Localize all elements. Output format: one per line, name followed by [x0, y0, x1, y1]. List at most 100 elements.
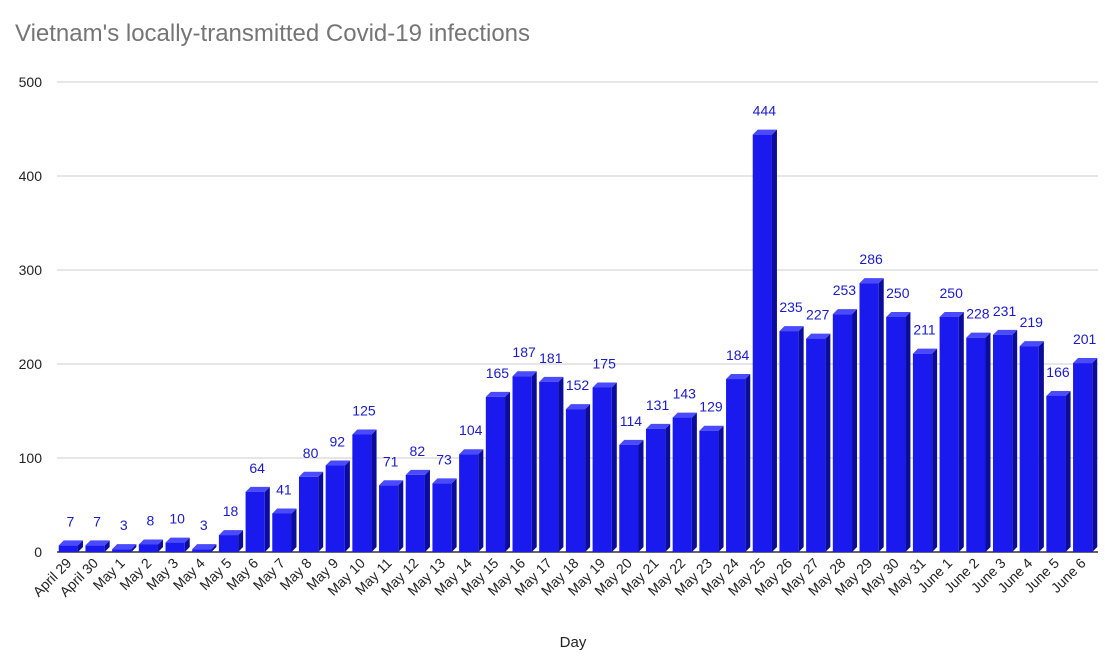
data-label: 444 — [753, 103, 777, 119]
data-label: 129 — [699, 399, 723, 415]
data-label: 187 — [512, 344, 536, 360]
data-label: 8 — [147, 512, 155, 528]
bar-front — [645, 428, 666, 552]
bar-top — [245, 486, 270, 492]
bar — [325, 460, 350, 552]
bar-top — [832, 309, 858, 315]
bar — [539, 376, 564, 552]
bar-front — [165, 542, 185, 552]
bar-front — [245, 491, 265, 552]
bar-side — [825, 333, 831, 552]
data-label: 114 — [620, 413, 643, 429]
data-label: 219 — [1020, 314, 1044, 330]
bar-side — [291, 508, 297, 552]
bar-top — [405, 469, 430, 475]
bar-top — [699, 425, 724, 431]
bar — [459, 449, 484, 552]
bar-top — [218, 530, 244, 536]
data-label: 73 — [436, 451, 452, 467]
bar-side — [318, 471, 324, 552]
bar — [806, 333, 831, 552]
bar — [726, 374, 751, 552]
bar-front — [218, 535, 239, 552]
data-label: 92 — [329, 434, 345, 450]
bar-top — [432, 478, 457, 484]
bar — [298, 471, 324, 552]
data-label: 82 — [410, 443, 426, 459]
bar-front — [298, 476, 319, 552]
bar — [832, 309, 858, 552]
bar-top — [779, 326, 804, 332]
bar-side — [264, 486, 270, 552]
bar — [165, 537, 190, 552]
y-tick-label: 100 — [19, 450, 43, 466]
bar-side — [852, 309, 858, 552]
bar-top — [1073, 358, 1098, 364]
bar-side — [424, 469, 430, 552]
bar-top — [379, 480, 404, 486]
bar — [966, 332, 991, 552]
data-label: 231 — [993, 303, 1017, 319]
bar-top — [192, 544, 217, 550]
bar-front — [699, 430, 719, 552]
bar-front — [966, 337, 986, 552]
bar-top — [859, 278, 884, 284]
bar — [432, 478, 457, 552]
data-label: 286 — [859, 251, 883, 267]
bar-front — [726, 379, 746, 552]
bar-front — [992, 334, 1013, 552]
y-tick-label: 500 — [19, 74, 43, 90]
bar-side — [1092, 358, 1098, 552]
y-tick-label: 0 — [34, 544, 42, 560]
bar-front — [485, 396, 506, 552]
bar-top — [645, 423, 671, 429]
bar — [85, 540, 110, 552]
bar-side — [158, 539, 164, 552]
data-label: 227 — [806, 307, 830, 323]
bar-top — [272, 508, 297, 514]
bar-front — [1073, 363, 1093, 552]
bar-front — [565, 409, 586, 552]
bars — [58, 129, 1098, 552]
bar-top — [939, 312, 964, 317]
y-tick-label: 400 — [19, 168, 43, 184]
bar-front — [85, 545, 105, 552]
data-label: 165 — [486, 365, 510, 381]
bar-top — [992, 329, 1018, 335]
bar-side — [771, 129, 777, 552]
bar — [218, 530, 244, 552]
bar — [1019, 341, 1044, 552]
y-axis-ticks: 0 100 200 300 400 500 — [19, 74, 43, 560]
bar-top — [1046, 390, 1071, 396]
bar-top — [352, 429, 377, 435]
bar — [645, 423, 671, 552]
bar — [752, 129, 777, 552]
bar — [939, 312, 964, 552]
data-label: 104 — [459, 422, 483, 438]
bar-front — [272, 513, 292, 552]
bar-top — [112, 544, 137, 550]
data-label: 166 — [1046, 364, 1070, 380]
data-label: 41 — [276, 481, 292, 497]
bar-top — [485, 391, 511, 397]
data-label: 7 — [66, 513, 74, 529]
data-label: 235 — [779, 299, 803, 315]
data-label: 152 — [566, 377, 590, 393]
bar-side — [558, 376, 564, 552]
bar-front — [58, 545, 78, 552]
bar-front — [325, 465, 345, 552]
bar-side — [184, 537, 190, 552]
data-label: 64 — [249, 460, 265, 476]
bar — [245, 486, 270, 552]
bar-front — [592, 387, 612, 552]
data-label: 131 — [646, 397, 670, 413]
bar-top — [58, 540, 83, 546]
bar-top — [85, 540, 110, 546]
bar-front — [432, 483, 452, 552]
data-label: 253 — [833, 282, 857, 298]
bar — [112, 544, 137, 552]
data-label: 80 — [303, 445, 319, 461]
bar — [592, 382, 617, 552]
bar-side — [611, 382, 617, 552]
bar-top — [539, 376, 564, 382]
